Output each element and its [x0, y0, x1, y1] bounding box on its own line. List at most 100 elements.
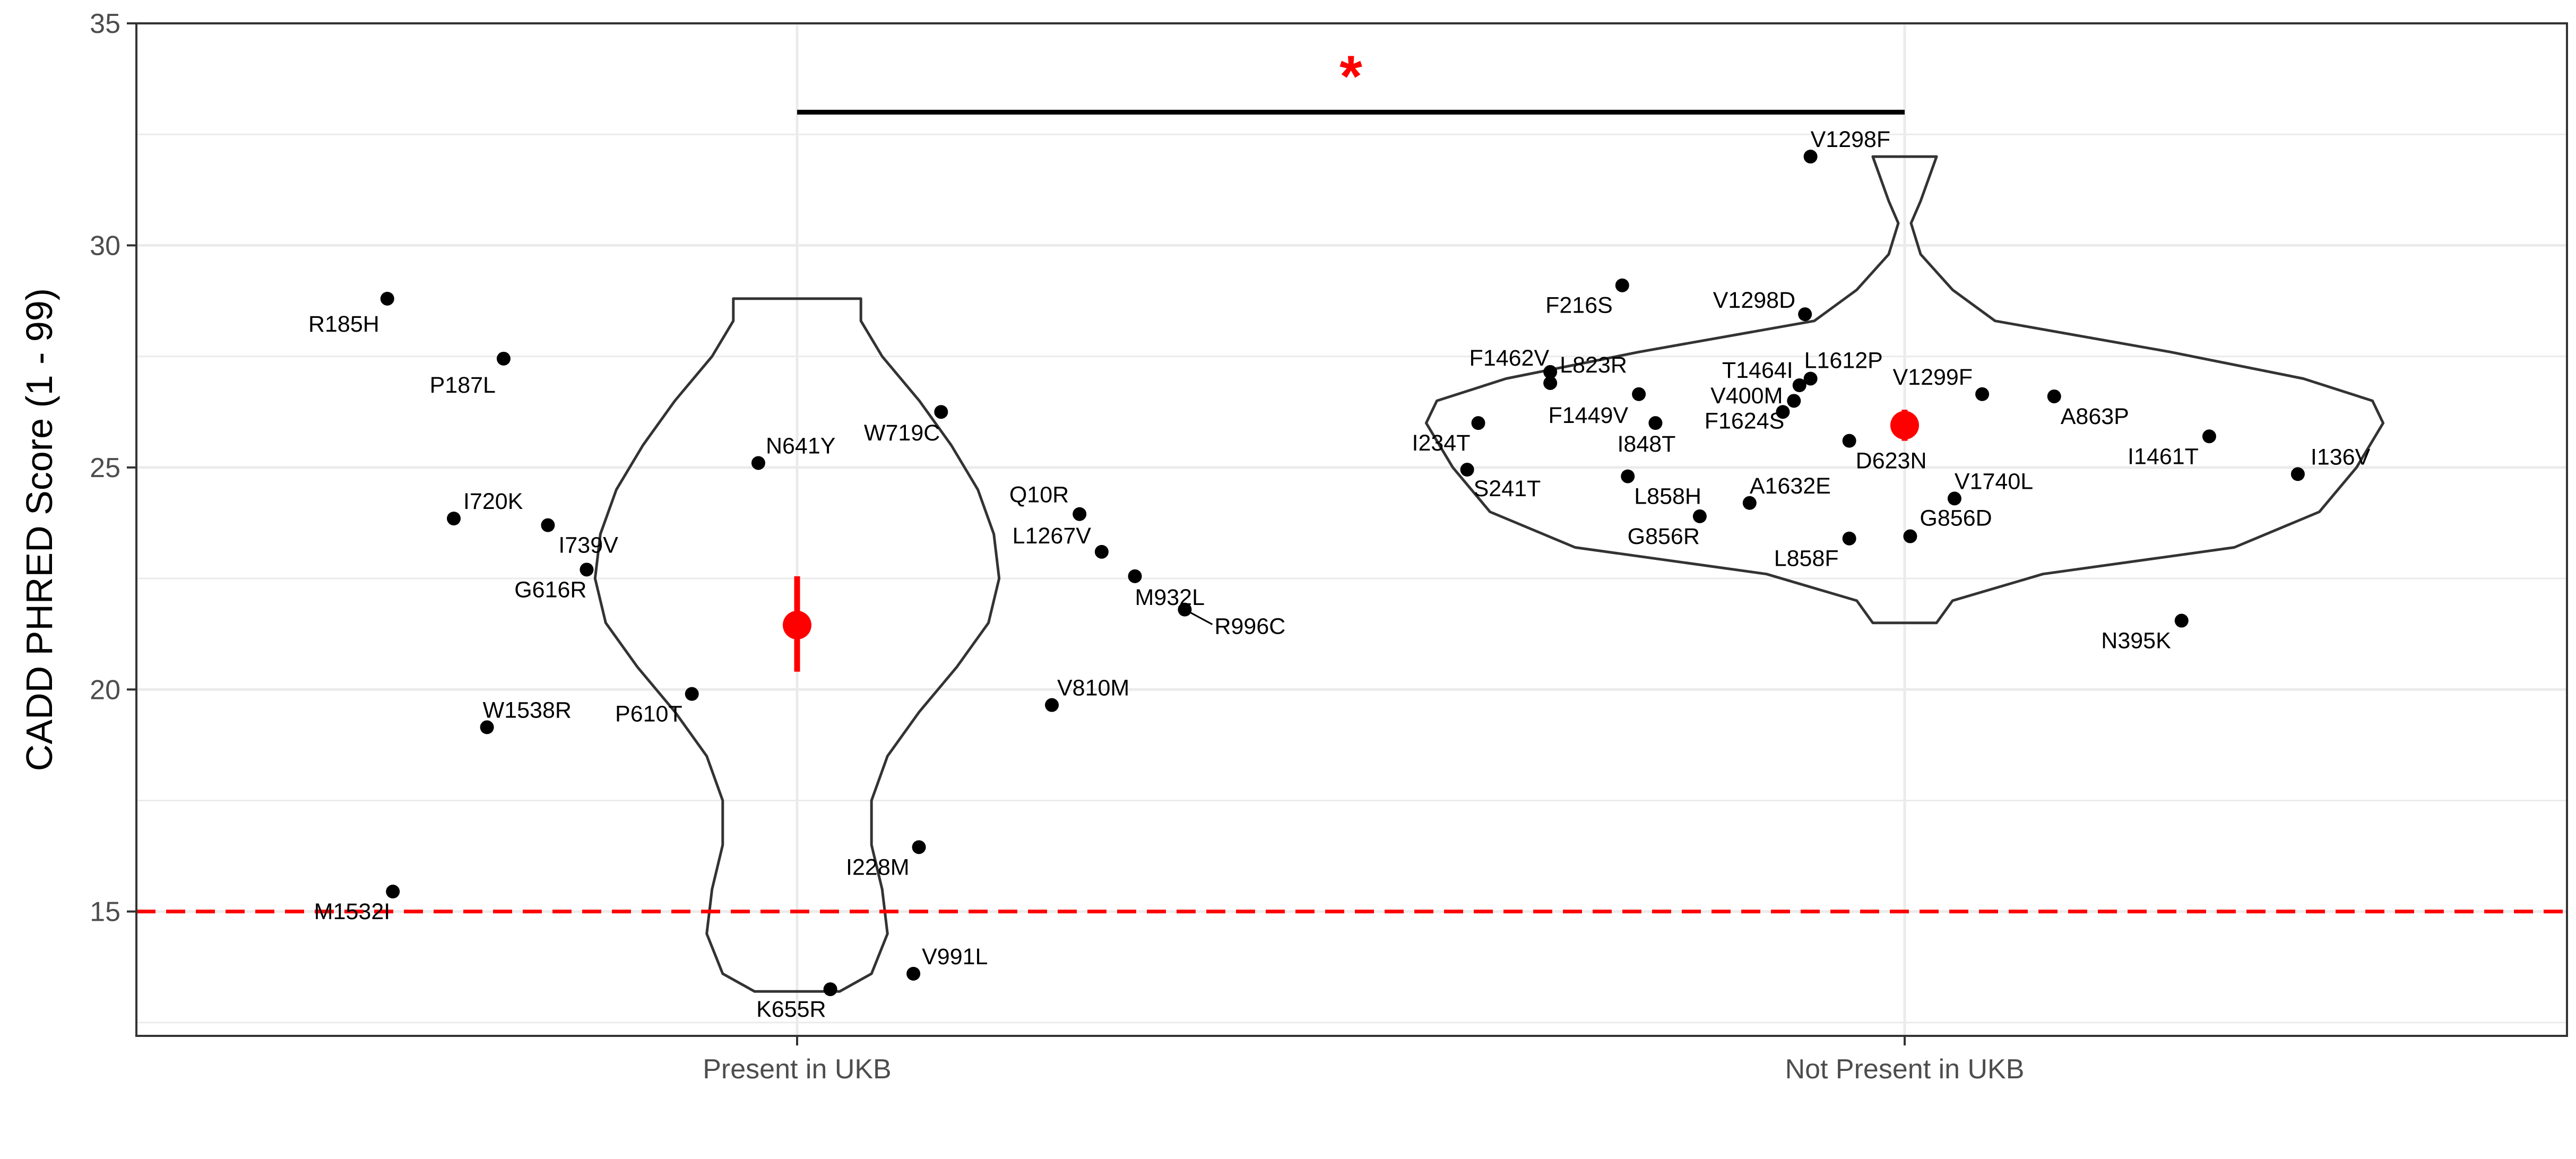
y-tick-label: 25: [90, 453, 120, 483]
y-tick-label: 15: [90, 897, 120, 928]
point-label: F1624S: [1705, 408, 1785, 434]
data-point: [1621, 469, 1635, 483]
point-label: V810M: [1057, 676, 1129, 701]
point-label: I228M: [846, 854, 910, 880]
data-point: [1648, 416, 1663, 430]
point-label: R185H: [308, 312, 379, 337]
point-label: L1612P: [1804, 348, 1883, 373]
data-point: [934, 405, 948, 419]
point-label: F1462V: [1469, 345, 1550, 371]
point-label: W1538R: [483, 697, 572, 723]
point-label: P187L: [430, 373, 496, 398]
violin-outline: [593, 297, 1001, 993]
point-label: S241T: [1474, 476, 1541, 501]
data-point: [1543, 365, 1558, 379]
violin-outline: [1424, 155, 2385, 625]
point-label: V400M: [1710, 383, 1783, 409]
point-label: I136V: [2311, 444, 2371, 470]
point-label: V1298D: [1713, 288, 1795, 313]
y-axis-title: CADD PHRED Score (1 - 99): [19, 288, 60, 771]
data-point: [1776, 405, 1790, 419]
data-point: [496, 351, 511, 366]
point-label: A1632E: [1750, 473, 1831, 499]
point-label: N641Y: [766, 433, 835, 459]
data-point: [1803, 371, 1818, 386]
data-point: [1471, 416, 1485, 430]
data-point: [2047, 389, 2061, 403]
point-label: R996C: [1214, 614, 1285, 639]
data-point: [541, 518, 555, 532]
point-label: W719C: [864, 420, 940, 446]
data-point: [480, 720, 494, 734]
point-label: L1267V: [1013, 523, 1092, 549]
point-label: F216S: [1545, 293, 1613, 318]
significance-annotation: *: [797, 44, 1905, 115]
data-point: [751, 456, 765, 470]
summary-markers: [783, 410, 1919, 672]
data-point: [1842, 434, 1856, 448]
y-tick-label: 20: [90, 674, 120, 705]
data-point: [2290, 467, 2305, 481]
data-point: [906, 966, 921, 981]
data-points: [380, 150, 2305, 997]
data-point: [1632, 387, 1646, 401]
data-point: [1543, 376, 1558, 390]
minor-gridlines: [136, 133, 2567, 1024]
data-point: [1460, 463, 1474, 477]
data-point: [1975, 387, 1990, 401]
point-label: D623N: [1856, 448, 1927, 474]
data-point: [1692, 509, 1707, 523]
violins: [593, 155, 2385, 993]
significance-asterisk: *: [1339, 44, 1362, 109]
data-point: [1792, 378, 1806, 393]
data-point: [1947, 491, 1961, 506]
data-point: [823, 982, 837, 997]
data-point: [380, 291, 394, 306]
data-point: [1787, 394, 1801, 408]
point-label: V1298F: [1811, 127, 1891, 152]
x-tick-label: Not Present in UKB: [1785, 1054, 2025, 1085]
panel: [136, 22, 2567, 1036]
data-point: [2174, 613, 2189, 628]
point-label: V1740L: [1955, 469, 2033, 494]
data-point: [1742, 496, 1757, 510]
point-label: L858F: [1774, 546, 1839, 572]
point-labels: R185H P187L N641Y W719C I720K I739V G616R Q10R L…: [308, 127, 2371, 1022]
point-label: L823R: [1560, 352, 1627, 378]
point-label: G856R: [1628, 524, 1700, 549]
point-label: F1449V: [1549, 403, 1629, 428]
point-label: T1464I: [1722, 358, 1793, 383]
data-point: [1094, 544, 1109, 559]
data-point: [580, 563, 594, 577]
x-tick-label: Present in UKB: [703, 1054, 892, 1085]
data-point: [1842, 531, 1856, 546]
data-point: [1615, 278, 1629, 292]
data-point: [1903, 529, 1917, 543]
data-point: [685, 687, 699, 701]
summary-mean-marker: [783, 610, 811, 639]
point-label: I234T: [1412, 430, 1471, 456]
data-point: [447, 512, 461, 526]
panel-background: [136, 23, 2567, 1036]
point-label: G616R: [514, 577, 586, 602]
point-label: V1299F: [1892, 365, 1973, 390]
point-label: M932L: [1135, 585, 1205, 610]
data-point: [1045, 698, 1059, 712]
panel-border: [135, 22, 2568, 1037]
point-label: I1461T: [2128, 444, 2199, 469]
x-axis: Present in UKB Not Present in UKB: [703, 1036, 2024, 1085]
point-label: I848T: [1617, 431, 1675, 457]
data-point: [1128, 569, 1142, 583]
point-label: Q10R: [1009, 482, 1069, 508]
point-label: V991L: [922, 944, 988, 970]
data-point: [386, 885, 400, 899]
y-tick-label: 30: [90, 230, 120, 261]
point-label: G856D: [1920, 506, 1992, 531]
data-point: [912, 840, 926, 854]
point-label: P610T: [615, 702, 682, 727]
y-tick-label: 35: [90, 8, 120, 39]
summary-mean-marker: [1890, 411, 1919, 440]
point-label: L858H: [1634, 484, 1701, 509]
data-point: [2202, 429, 2216, 444]
